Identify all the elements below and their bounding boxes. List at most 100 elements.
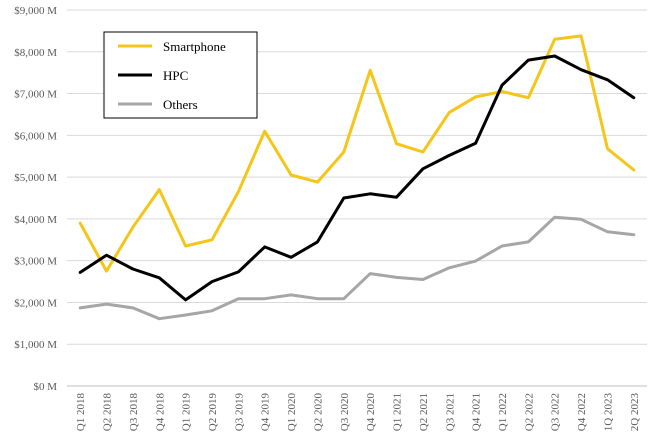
x-tick-label: Q1 2021 xyxy=(392,393,404,431)
data-point-hpc xyxy=(395,195,399,199)
data-point-smartphone xyxy=(632,168,636,172)
data-point-hpc xyxy=(447,153,451,157)
legend-label-smartphone: Smartphone xyxy=(163,39,226,54)
legend: Smartphone HPC Others xyxy=(103,31,258,119)
y-tick-label: $2,000 M xyxy=(14,297,57,309)
x-tick-label: Q4 2019 xyxy=(260,393,272,432)
data-point-smartphone xyxy=(526,96,530,100)
x-tick-label: Q3 2020 xyxy=(339,393,351,432)
data-point-hpc xyxy=(579,68,583,72)
data-point-smartphone xyxy=(368,68,372,72)
data-point-others xyxy=(606,230,610,234)
data-point-smartphone xyxy=(157,188,161,192)
x-tick-label: Q1 2019 xyxy=(181,393,193,432)
data-point-smartphone xyxy=(289,173,293,177)
data-point-hpc xyxy=(474,141,478,145)
data-point-hpc xyxy=(236,270,240,274)
x-tick-label: Q2 2018 xyxy=(102,393,114,432)
y-tick-label: $4,000 M xyxy=(14,214,57,226)
data-point-others xyxy=(553,215,557,219)
data-point-others xyxy=(78,306,82,310)
series-line-smartphone xyxy=(78,34,636,273)
data-point-others xyxy=(500,244,504,248)
data-point-smartphone xyxy=(553,37,557,41)
x-tick-label: Q3 2018 xyxy=(128,393,140,432)
data-point-hpc xyxy=(421,167,425,171)
data-point-others xyxy=(289,293,293,297)
data-point-others xyxy=(421,278,425,282)
y-tick-label: $0 M xyxy=(33,381,57,393)
x-tick-label: Q3 2021 xyxy=(444,393,456,431)
data-point-smartphone xyxy=(210,238,214,242)
y-tick-label: $5,000 M xyxy=(14,172,57,184)
y-tick-label: $7,000 M xyxy=(14,89,57,101)
x-tick-label: Q1 2022 xyxy=(497,393,509,431)
axis-layer: $0 M $1,000 M $2,000 M $3,000 M $4,000 M $5,0… xyxy=(14,5,647,431)
x-tick-label: Q4 2020 xyxy=(365,393,377,432)
data-point-hpc xyxy=(184,298,188,302)
x-tick-label: Q1 2020 xyxy=(286,393,298,432)
data-point-smartphone xyxy=(263,129,267,133)
data-point-others xyxy=(184,313,188,317)
data-point-others xyxy=(316,297,320,301)
data-point-others xyxy=(157,317,161,321)
data-point-others xyxy=(105,302,109,306)
y-tick-label: $6,000 M xyxy=(14,130,57,142)
data-point-hpc xyxy=(316,240,320,244)
legend-label-others: Others xyxy=(163,97,198,112)
x-tick-label: 2Q 2023 xyxy=(629,393,641,432)
data-point-smartphone xyxy=(606,147,610,151)
data-point-hpc xyxy=(105,253,109,257)
data-point-hpc xyxy=(210,280,214,284)
data-point-smartphone xyxy=(474,95,478,99)
data-point-smartphone xyxy=(395,142,399,146)
data-point-others xyxy=(368,272,372,276)
data-point-hpc xyxy=(342,196,346,200)
data-point-others xyxy=(447,266,451,270)
data-point-others xyxy=(263,297,267,301)
x-tick-label: Q3 2022 xyxy=(550,393,562,431)
data-point-hpc xyxy=(368,192,372,196)
y-tick-label: $3,000 M xyxy=(14,256,57,268)
data-point-others xyxy=(210,309,214,313)
y-tick-label: $9,000 M xyxy=(14,5,57,17)
x-tick-label: Q4 2018 xyxy=(154,393,166,432)
data-point-hpc xyxy=(289,255,293,259)
x-tick-label: Q2 2019 xyxy=(207,393,219,432)
data-point-others xyxy=(526,240,530,244)
data-point-smartphone xyxy=(78,221,82,225)
x-tick-label: Q2 2020 xyxy=(312,393,324,432)
data-point-smartphone xyxy=(421,150,425,154)
data-point-hpc xyxy=(526,58,530,62)
data-point-hpc xyxy=(131,267,135,271)
data-point-smartphone xyxy=(236,190,240,194)
data-point-others xyxy=(342,297,346,301)
data-point-smartphone xyxy=(316,180,320,184)
data-point-smartphone xyxy=(342,150,346,154)
data-point-smartphone xyxy=(579,34,583,38)
x-tick-label: Q1 2018 xyxy=(75,393,87,432)
data-point-others xyxy=(632,233,636,237)
y-tick-label: $1,000 M xyxy=(14,339,57,351)
series-layer xyxy=(78,34,636,321)
data-point-smartphone xyxy=(131,225,135,229)
data-point-hpc xyxy=(632,96,636,100)
data-point-hpc xyxy=(500,83,504,87)
data-point-hpc xyxy=(553,54,557,58)
x-tick-label: 1Q 2023 xyxy=(602,393,614,432)
x-tick-label: Q4 2022 xyxy=(576,393,588,431)
data-point-hpc xyxy=(263,245,267,249)
x-tick-label: Q2 2022 xyxy=(523,393,535,431)
data-point-others xyxy=(395,275,399,279)
x-tick-label: Q4 2021 xyxy=(471,393,483,431)
data-point-hpc xyxy=(606,78,610,82)
data-point-others xyxy=(474,259,478,263)
data-point-hpc xyxy=(78,270,82,274)
x-tick-label: Q2 2021 xyxy=(418,393,430,431)
data-point-smartphone xyxy=(447,110,451,114)
data-point-hpc xyxy=(157,276,161,280)
data-point-others xyxy=(236,297,240,301)
data-point-others xyxy=(131,306,135,310)
y-tick-label: $8,000 M xyxy=(14,47,57,59)
